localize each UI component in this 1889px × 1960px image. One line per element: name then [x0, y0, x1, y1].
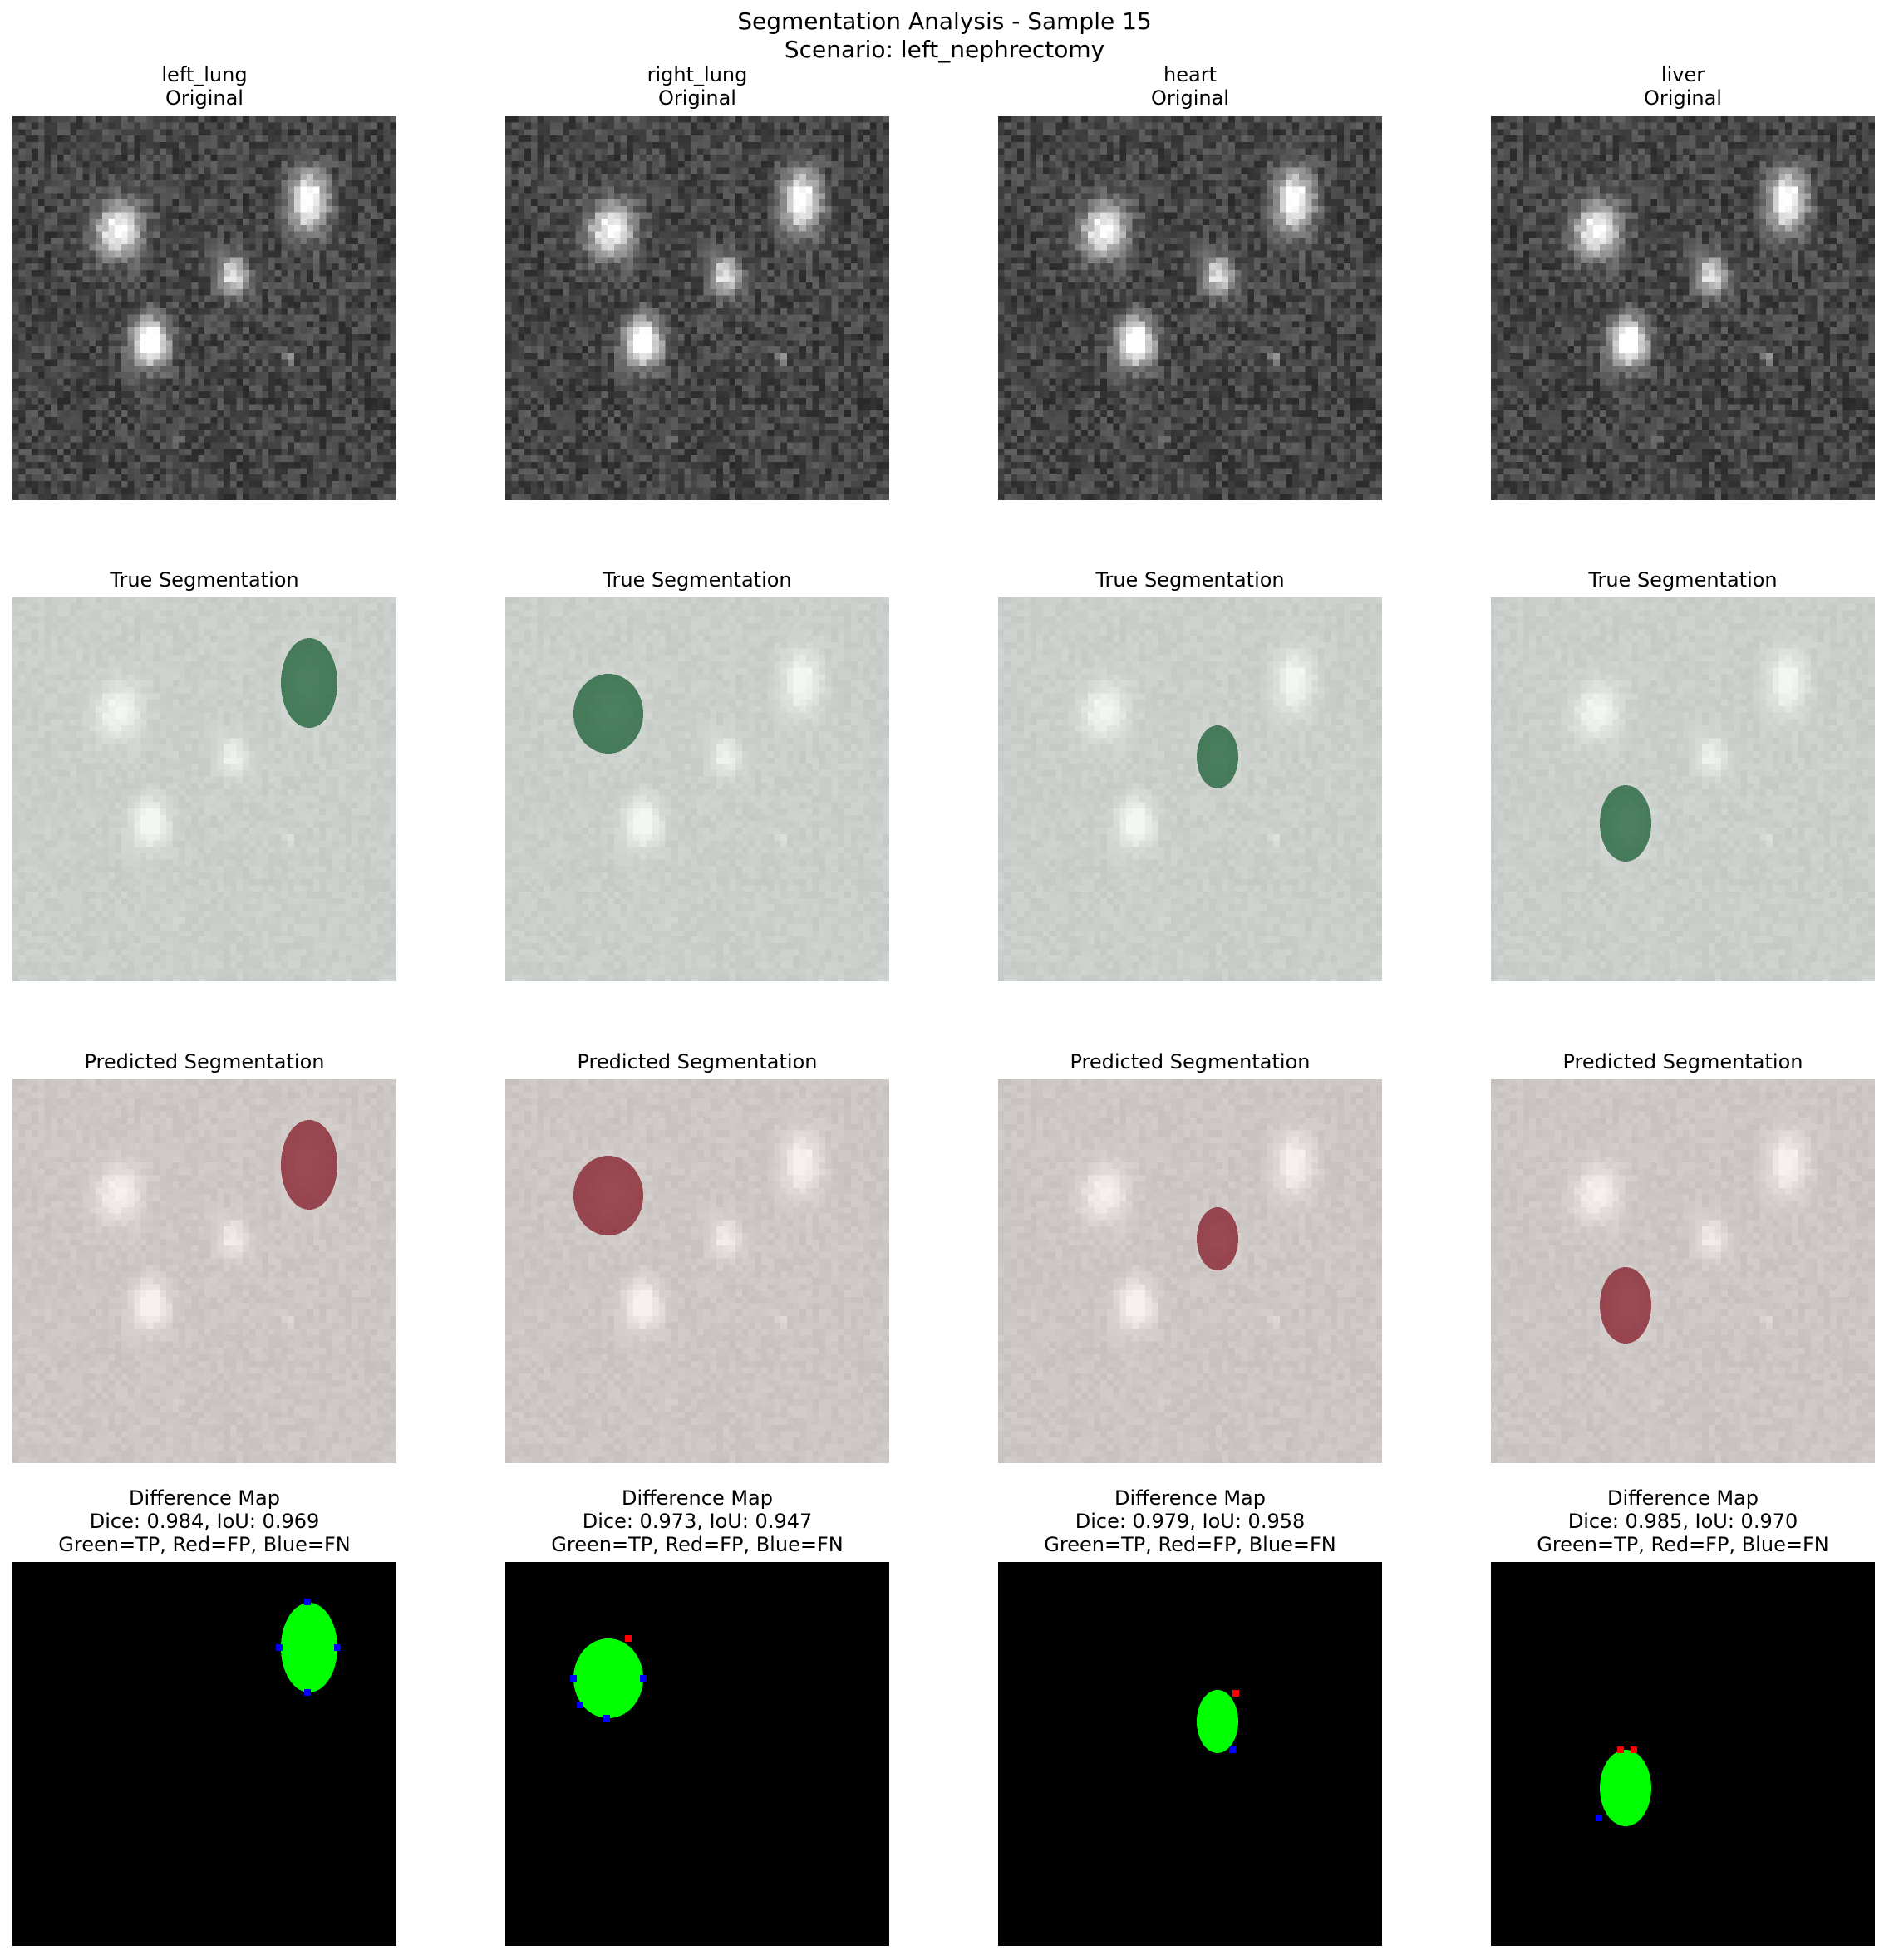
predicted-mask	[1600, 1267, 1651, 1344]
scan-pixel-grid	[505, 1079, 889, 1463]
column-organ-label: right_lung	[505, 63, 889, 86]
figure-subtitle: Scenario: left_nephrectomy	[0, 38, 1889, 61]
true-seg-label: True Segmentation	[12, 568, 396, 592]
ground-truth-mask	[281, 638, 337, 728]
difference-map-panel	[505, 1562, 889, 1946]
original-scan-panel	[12, 116, 396, 500]
true-segmentation-panel	[998, 597, 1382, 981]
false-positive-pixel	[1631, 1746, 1637, 1753]
false-positive-pixel	[625, 1635, 632, 1642]
true-positive-region	[573, 1638, 643, 1718]
original-scan-panel	[1491, 116, 1875, 500]
difference-map-panel	[12, 1562, 396, 1946]
scan-pixel-grid	[998, 1079, 1382, 1463]
original-label: Original	[505, 86, 889, 110]
true-segmentation-panel	[12, 597, 396, 981]
dice-iou-metrics: Dice: 0.984, IoU: 0.969	[12, 1510, 396, 1533]
original-scan-panel	[505, 116, 889, 500]
false-negative-pixel	[570, 1675, 577, 1682]
column-organ-label: liver	[1491, 63, 1875, 86]
dice-iou-metrics: Dice: 0.973, IoU: 0.947	[505, 1510, 889, 1533]
difference-map-label: Difference Map	[1491, 1486, 1875, 1510]
scan-pixel-grid	[998, 116, 1382, 500]
column-organ-label: left_lung	[12, 63, 396, 86]
true-seg-label: True Segmentation	[1491, 568, 1875, 592]
predicted-segmentation-panel	[1491, 1079, 1875, 1463]
pred-seg-label: Predicted Segmentation	[12, 1050, 396, 1073]
difference-legend: Green=TP, Red=FP, Blue=FN	[998, 1533, 1382, 1556]
true-positive-region	[281, 1603, 337, 1692]
false-negative-pixel	[304, 1689, 311, 1696]
column-organ-label: heart	[998, 63, 1382, 86]
false-negative-pixel	[1596, 1815, 1602, 1821]
false-negative-pixel	[640, 1675, 647, 1682]
figure-title: Segmentation Analysis - Sample 15	[0, 10, 1889, 33]
scan-pixel-grid	[12, 116, 396, 500]
difference-legend: Green=TP, Red=FP, Blue=FN	[12, 1533, 396, 1556]
difference-map-panel	[998, 1562, 1382, 1946]
original-scan-panel	[998, 116, 1382, 500]
difference-map-label: Difference Map	[998, 1486, 1382, 1510]
difference-map-background	[998, 1562, 1382, 1946]
scan-pixel-grid	[998, 597, 1382, 981]
pred-seg-label: Predicted Segmentation	[998, 1050, 1382, 1073]
true-seg-label: True Segmentation	[998, 568, 1382, 592]
false-negative-pixel	[334, 1644, 341, 1651]
difference-legend: Green=TP, Red=FP, Blue=FN	[505, 1533, 889, 1556]
difference-map-label: Difference Map	[505, 1486, 889, 1510]
dice-iou-metrics: Dice: 0.985, IoU: 0.970	[1491, 1510, 1875, 1533]
pred-seg-label: Predicted Segmentation	[1491, 1050, 1875, 1073]
original-label: Original	[1491, 86, 1875, 110]
false-positive-pixel	[1617, 1746, 1624, 1753]
difference-legend: Green=TP, Red=FP, Blue=FN	[1491, 1533, 1875, 1556]
original-label: Original	[12, 86, 396, 110]
true-segmentation-panel	[1491, 597, 1875, 981]
true-positive-region	[1600, 1750, 1651, 1826]
false-negative-pixel	[304, 1599, 311, 1605]
scan-pixel-grid	[1491, 1079, 1875, 1463]
predicted-segmentation-panel	[998, 1079, 1382, 1463]
false-negative-pixel	[577, 1702, 583, 1708]
difference-map-background	[505, 1562, 889, 1946]
predicted-segmentation-panel	[505, 1079, 889, 1463]
ground-truth-mask	[573, 674, 643, 754]
scan-pixel-grid	[505, 597, 889, 981]
ground-truth-mask	[1197, 725, 1238, 788]
scan-pixel-grid	[12, 597, 396, 981]
ground-truth-mask	[1600, 785, 1651, 862]
false-negative-pixel	[276, 1644, 283, 1651]
predicted-mask	[1197, 1207, 1238, 1270]
difference-map-background	[12, 1562, 396, 1946]
true-segmentation-panel	[505, 597, 889, 981]
false-negative-pixel	[603, 1715, 610, 1722]
false-negative-pixel	[1229, 1746, 1236, 1753]
predicted-mask	[573, 1156, 643, 1235]
true-seg-label: True Segmentation	[505, 568, 889, 592]
scan-pixel-grid	[12, 1079, 396, 1463]
scan-pixel-grid	[505, 116, 889, 500]
predicted-segmentation-panel	[12, 1079, 396, 1463]
dice-iou-metrics: Dice: 0.979, IoU: 0.958	[998, 1510, 1382, 1533]
scan-pixel-grid	[1491, 116, 1875, 500]
predicted-mask	[281, 1120, 337, 1210]
pred-seg-label: Predicted Segmentation	[505, 1050, 889, 1073]
difference-map-panel	[1491, 1562, 1875, 1946]
true-positive-region	[1197, 1690, 1238, 1753]
false-positive-pixel	[1232, 1690, 1239, 1697]
original-label: Original	[998, 86, 1382, 110]
difference-map-background	[1491, 1562, 1875, 1946]
difference-map-label: Difference Map	[12, 1486, 396, 1510]
scan-pixel-grid	[1491, 597, 1875, 981]
